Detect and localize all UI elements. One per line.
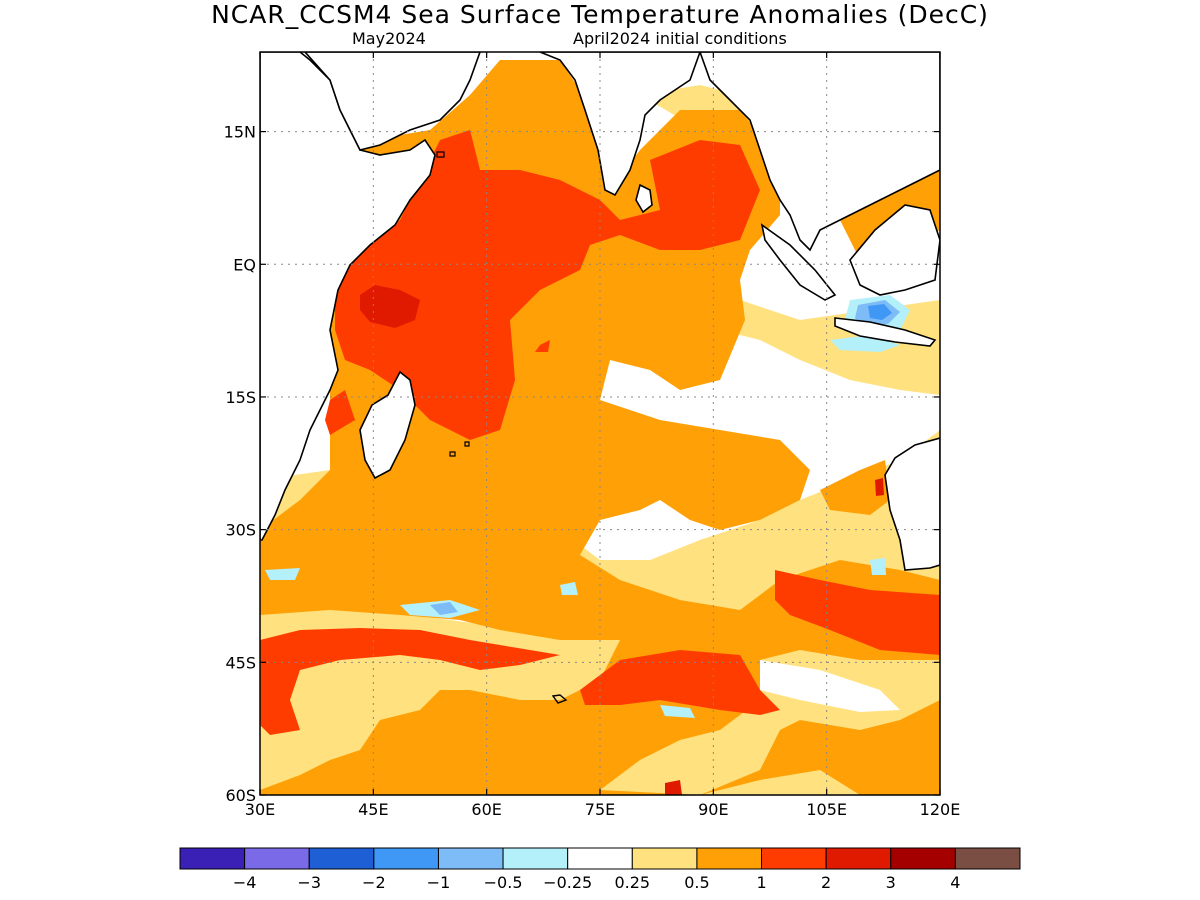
colorbar-label: −2 [362, 873, 386, 892]
lat-tick-label: 60S [225, 786, 256, 805]
colorbar-label: 4 [950, 873, 960, 892]
australia-landmass [884, 437, 940, 571]
colorbar-label: −3 [297, 873, 321, 892]
lat-tick-label: 45S [225, 653, 256, 672]
india-landmass [539, 52, 701, 197]
colorbar-swatch [437, 847, 504, 870]
lat-tick-label: EQ [233, 255, 256, 274]
colorbar-swatch [890, 847, 956, 870]
colorbar [179, 847, 1021, 870]
lon-tick-label: 90E [698, 800, 728, 819]
colorbar-swatch [373, 847, 439, 870]
colorbar-label: −4 [233, 873, 257, 892]
colorbar-swatch [179, 847, 246, 870]
colorbar-label: −0.5 [484, 873, 523, 892]
gridlines [260, 52, 940, 795]
colorbar-label: 0.25 [614, 873, 650, 892]
colorbar-label: −0.25 [543, 873, 592, 892]
colorbar-swatch [567, 847, 633, 870]
java [834, 317, 937, 347]
lat-tick-label: 15N [224, 123, 256, 142]
kerguelen [551, 694, 568, 704]
sumatra [760, 223, 837, 301]
lat-tick-label: 15S [225, 388, 256, 407]
lon-tick-label: 30E [245, 800, 275, 819]
axis-ticks [259, 52, 941, 796]
colorbar-swatch [244, 847, 310, 870]
colorbar-swatch [502, 847, 569, 870]
colorbar-label: 2 [821, 873, 831, 892]
southeast-asia-landmass [699, 52, 940, 252]
colorbar-swatch [761, 847, 827, 870]
map-title: NCAR_CCSM4 Sea Surface Temperature Anoma… [211, 0, 989, 29]
colorbar-swatch [825, 847, 892, 870]
lat-tick-label: 30S [225, 521, 256, 540]
lon-tick-label: 105E [806, 800, 847, 819]
colorbar-swatch [696, 847, 763, 870]
socotra [436, 151, 445, 158]
colorbar-labels: −4 −3 −2 −1 −0.5 −0.25 0.25 0.5 1 2 3 4 [233, 873, 961, 892]
colorbar-swatch [954, 847, 1021, 870]
colorbar-label: 3 [886, 873, 896, 892]
forecast-month: May2024 [352, 29, 426, 48]
longitude-labels: 30E 45E 60E 75E 90E 105E 120E [245, 800, 961, 819]
lon-tick-label: 45E [358, 800, 388, 819]
colorbar-swatch [308, 847, 375, 870]
sri-lanka [635, 183, 653, 214]
latitude-labels: 15N EQ 15S 30S 45S 60S [224, 123, 256, 805]
colorbar-label: 0.5 [684, 873, 709, 892]
mascarene-islands [449, 441, 470, 457]
lon-tick-label: 120E [920, 800, 961, 819]
borneo [849, 204, 940, 296]
colorbar-label: −1 [427, 873, 451, 892]
lon-tick-label: 75E [585, 800, 615, 819]
lon-tick-label: 60E [471, 800, 501, 819]
arabia-landmass [303, 52, 481, 151]
colorbar-label: 1 [756, 873, 766, 892]
colorbar-swatch [631, 847, 698, 870]
initial-conditions: April2024 initial conditions [573, 29, 787, 48]
